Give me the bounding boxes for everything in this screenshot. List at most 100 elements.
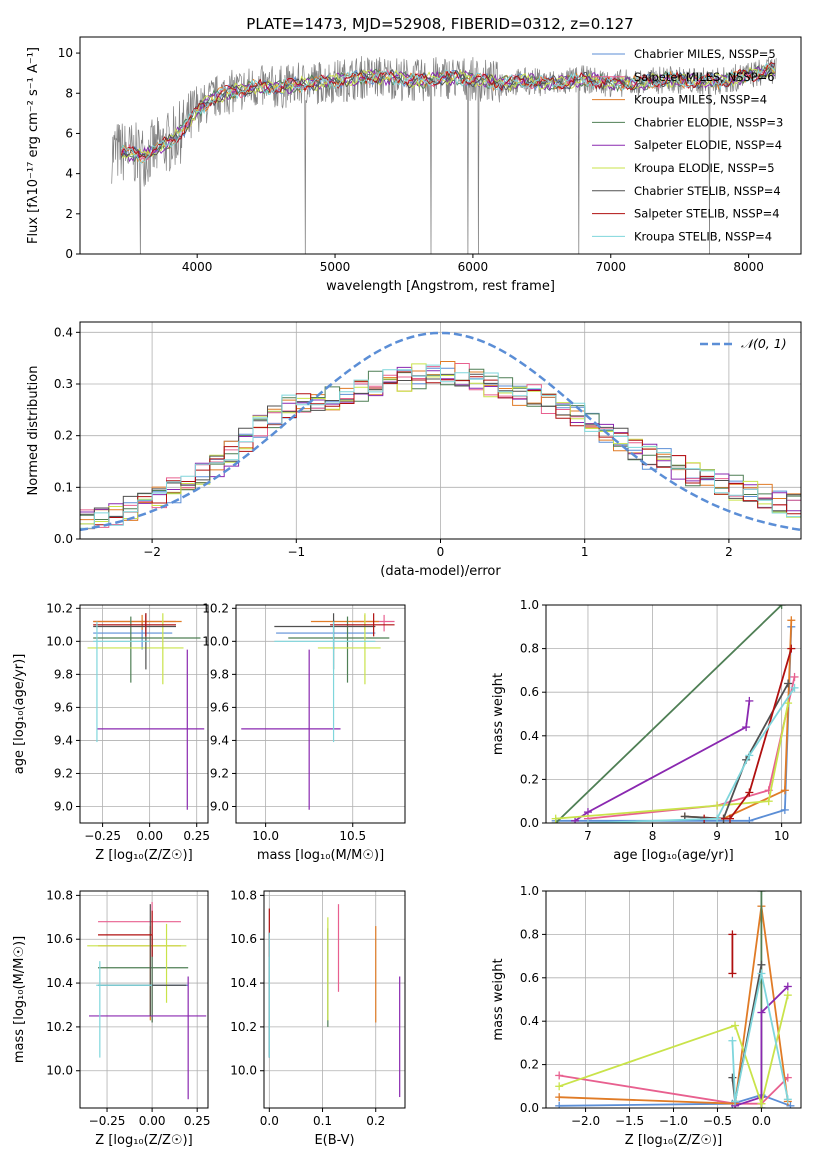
- x-tick-label: 0.0: [260, 1114, 279, 1128]
- x-axis-label: mass [log₁₀(M/M☉)]: [257, 848, 384, 863]
- x-tick-label: 0.2: [366, 1114, 385, 1128]
- y-tick-label: 10.0: [46, 634, 73, 648]
- y-tick-label: 0.3: [54, 377, 73, 391]
- y-tick-label: 10.2: [46, 601, 73, 615]
- axes-frame: [263, 890, 406, 1109]
- y-axis-label: mass weight: [491, 673, 506, 755]
- plot-area: [80, 322, 801, 539]
- y-tick-label: 10.2: [202, 601, 229, 615]
- errorbar-point: [93, 614, 182, 630]
- x-tick-label: −0.25: [84, 829, 121, 843]
- y-tick-label: 0.8: [520, 927, 539, 941]
- weight-line-kroupa-stelib: [587, 687, 796, 823]
- y-tick-label: 0.4: [520, 729, 539, 743]
- plot-area: [111, 56, 777, 254]
- y-tick-label: 9.0: [54, 799, 73, 813]
- y-axis-label: mass [log₁₀(M/M☉)]: [12, 936, 27, 1063]
- legend-entry: Chabrier STELIB, NSSP=4: [634, 184, 781, 198]
- x-tick-label: 10.0: [252, 829, 279, 843]
- errorbar-point: [87, 923, 187, 1003]
- y-tick-label: 9.8: [54, 667, 73, 681]
- model-spectrum-line: [121, 66, 776, 163]
- x-tick-label: 0.00: [139, 1114, 166, 1128]
- model-spectrum-line: [120, 61, 775, 159]
- errorbar-point: [93, 621, 150, 743]
- axis-layer: 7 8 9 10 0.0 0.2 0.4 0.6 0.8 1.0 age [log₁₀(age/yr…: [491, 598, 802, 863]
- y-tick-label: 10: [58, 46, 73, 60]
- y-axis-label: Normed distribution: [26, 366, 41, 496]
- x-tick-label: −0.5: [703, 1114, 732, 1128]
- axes-frame: [79, 36, 802, 255]
- axes-weight-vs-age: 7 8 9 10 0.0 0.2 0.4 0.6 0.8 1.0 age [log₁₀(age/yr…: [491, 598, 802, 863]
- x-tick-label: 10.5: [339, 829, 366, 843]
- model-spectrum-line: [121, 65, 775, 163]
- y-tick-label: 9.6: [210, 700, 229, 714]
- y-tick-label: 9.2: [54, 766, 73, 780]
- y-axis-label: age [log₁₀(age/yr)]: [12, 654, 27, 775]
- weight-line-chabrier-elodie: [555, 605, 783, 823]
- x-axis-label: Z [log₁₀(Z/Z☉)]: [625, 1133, 722, 1148]
- legend-entry: Salpeter STELIB, NSSP=4: [634, 207, 780, 221]
- plot-area: [80, 605, 208, 823]
- histogram-series-kroupa-stelib: [80, 364, 801, 529]
- y-tick-label: 0.6: [520, 685, 539, 699]
- axis-layer: 0.0 0.1 0.2 10.0 10.2 10.4 10.6 10.8 E(B-V): [230, 888, 406, 1148]
- y-tick-label: 0.2: [54, 429, 73, 443]
- axes-residuals: −2 −1 0 1 2 0.0 0.1 0.2 0.3 0.4 (data-model)/error…: [26, 321, 802, 579]
- legend-entry: 𝒩(0, 1): [741, 336, 787, 351]
- y-tick-label: 10.6: [230, 932, 257, 946]
- y-tick-label: 0.4: [54, 325, 73, 339]
- y-axis-label: Flux [fλ10⁻¹⁷ erg cm⁻² s⁻¹ A⁻¹]: [26, 47, 41, 244]
- y-tick-label: 9.2: [210, 766, 229, 780]
- x-tick-label: 4000: [182, 260, 213, 274]
- axes-frame: [79, 604, 209, 824]
- weight-line-kroupa-stelib: [731, 973, 789, 1102]
- y-tick-label: 0.8: [520, 642, 539, 656]
- errorbar-point: [98, 910, 153, 957]
- y-tick-label: 10.0: [202, 634, 229, 648]
- axis-layer: −0.25 0.00 0.25 9.0 9.2 9.4 9.6 9.8 10.0 10.2 Z [l…: [12, 601, 210, 863]
- axes-mass-vs-Z: −0.25 0.00 0.25 10.0 10.2 10.4 10.6 10.8 Z [log₁…: [12, 888, 211, 1148]
- weight-line-kroupa-elodie: [558, 994, 789, 1107]
- x-axis-label: E(B-V): [314, 1133, 354, 1148]
- x-tick-label: −1.0: [659, 1114, 688, 1128]
- x-tick-label: 0: [437, 545, 445, 559]
- x-tick-label: 0.00: [136, 829, 163, 843]
- y-tick-label: 8: [65, 86, 73, 100]
- weight-line-kroupa-elodie: [555, 702, 789, 820]
- x-tick-label: 0.0: [752, 1114, 771, 1128]
- errorbar-point: [96, 961, 153, 1058]
- x-tick-label: −1.5: [615, 1114, 644, 1128]
- legend-entry: Chabrier ELODIE, NSSP=3: [634, 115, 783, 129]
- axis-layer: 10.0 10.5 9.0 9.2 9.4 9.6 9.8 10.0 10.2 mass [log…: [202, 601, 406, 863]
- y-tick-label: 10.4: [46, 976, 73, 990]
- y-tick-label: 0.0: [520, 1101, 539, 1115]
- plot-area: [264, 891, 405, 1108]
- y-tick-label: 10.0: [230, 1064, 257, 1078]
- axes-frame: [545, 604, 802, 824]
- plot-area: [546, 891, 801, 1108]
- y-tick-label: 9.4: [54, 733, 73, 747]
- x-tick-label: −0.25: [89, 1114, 126, 1128]
- y-axis-label: mass weight: [491, 958, 506, 1040]
- legend-entry: Chabrier MILES, NSSP=5: [634, 47, 776, 61]
- x-tick-label: 7000: [595, 260, 626, 274]
- x-tick-label: −1: [287, 545, 305, 559]
- errorbar-point: [93, 616, 201, 683]
- y-tick-label: 0.4: [520, 1014, 539, 1028]
- x-tick-label: 2: [725, 545, 733, 559]
- figure-title: PLATE=1473, MJD=52908, FIBERID=0312, z=0…: [246, 15, 633, 33]
- axis-layer: 4000 5000 6000 7000 8000 0 2 4 6 8 10 wavelength [A…: [26, 36, 802, 294]
- y-tick-label: 10.0: [46, 1064, 73, 1078]
- errorbar-point: [330, 613, 395, 637]
- x-axis-label: age [log₁₀(age/yr)]: [613, 848, 734, 863]
- y-tick-label: 10.8: [46, 888, 73, 902]
- y-tick-label: 2: [65, 207, 73, 221]
- y-tick-label: 1.0: [520, 598, 539, 612]
- x-tick-label: 0.1: [313, 1114, 332, 1128]
- y-tick-label: 0.1: [54, 480, 73, 494]
- x-tick-label: 5000: [320, 260, 351, 274]
- x-tick-label: −2: [143, 545, 161, 559]
